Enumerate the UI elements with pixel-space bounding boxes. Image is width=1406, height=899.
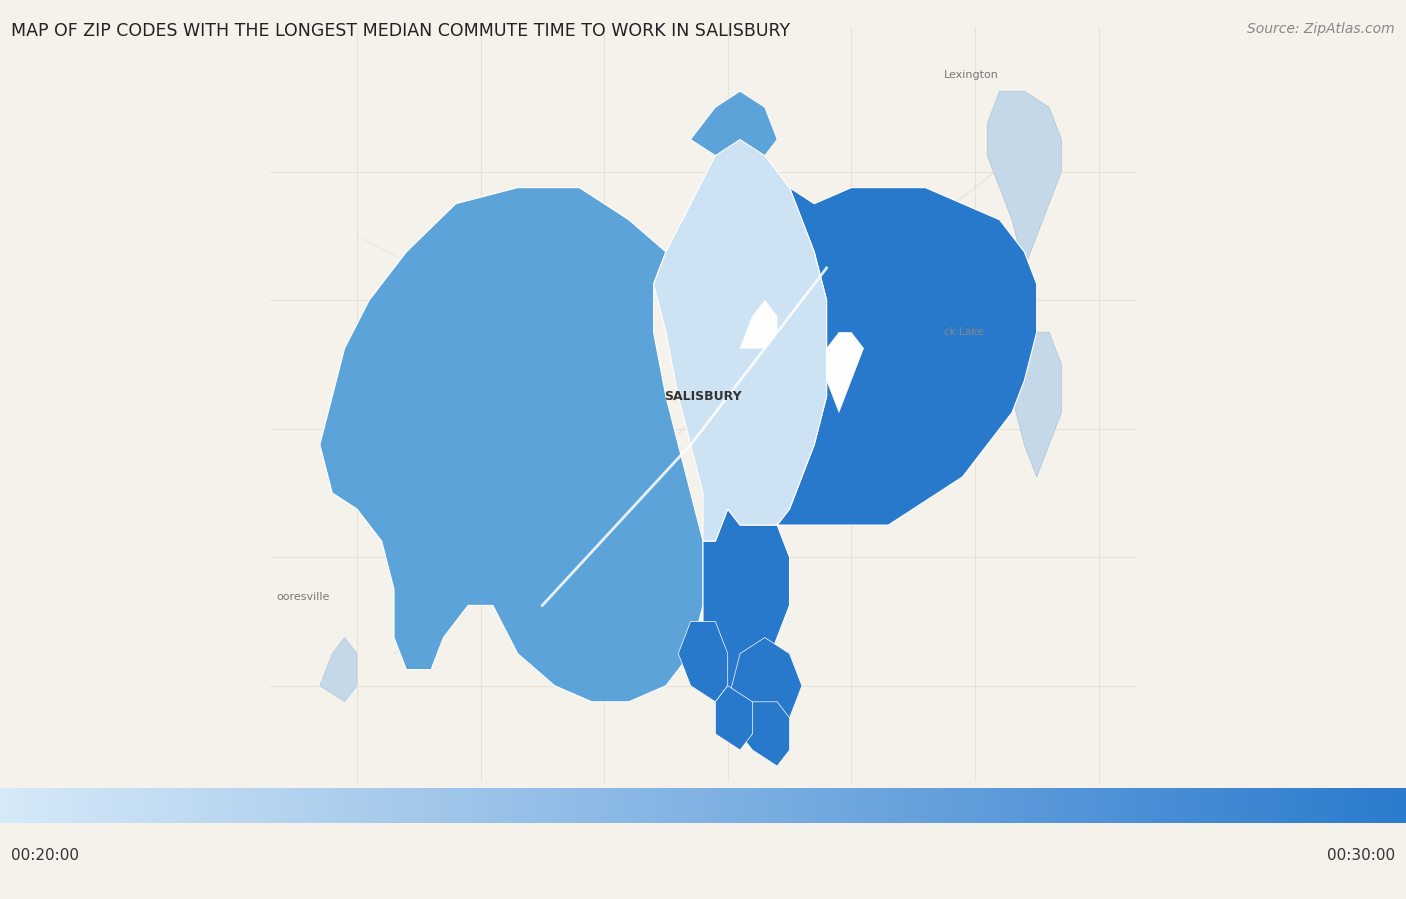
Polygon shape <box>690 91 778 156</box>
Text: Lexington: Lexington <box>943 70 998 80</box>
Polygon shape <box>703 509 790 702</box>
Polygon shape <box>716 686 752 750</box>
Polygon shape <box>319 637 357 702</box>
Polygon shape <box>1012 333 1062 476</box>
Text: 00:30:00: 00:30:00 <box>1327 849 1395 863</box>
Text: Source: ZipAtlas.com: Source: ZipAtlas.com <box>1247 22 1395 37</box>
Polygon shape <box>740 702 790 766</box>
Text: ooresville: ooresville <box>277 592 330 602</box>
Polygon shape <box>740 300 778 348</box>
Polygon shape <box>654 139 827 541</box>
Polygon shape <box>678 621 728 702</box>
Polygon shape <box>728 637 801 734</box>
Polygon shape <box>319 188 703 702</box>
Text: 00:20:00: 00:20:00 <box>11 849 79 863</box>
Text: SALISBURY: SALISBURY <box>664 390 742 403</box>
Text: MAP OF ZIP CODES WITH THE LONGEST MEDIAN COMMUTE TIME TO WORK IN SALISBURY: MAP OF ZIP CODES WITH THE LONGEST MEDIAN… <box>11 22 790 40</box>
Polygon shape <box>752 156 1036 525</box>
Polygon shape <box>827 333 863 413</box>
Text: ck Lake: ck Lake <box>943 327 983 337</box>
Polygon shape <box>987 91 1062 268</box>
